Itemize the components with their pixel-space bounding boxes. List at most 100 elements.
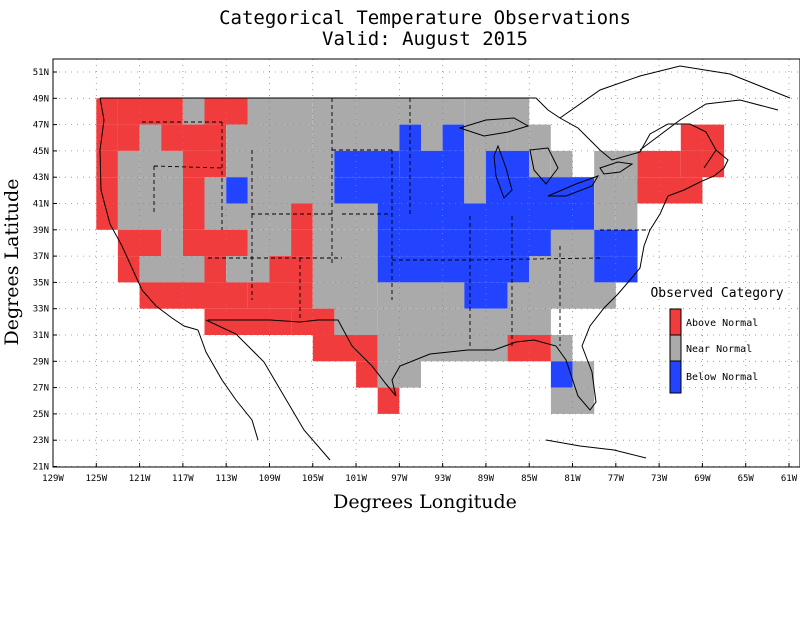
category-cell: [594, 150, 616, 178]
category-cell: [139, 150, 183, 178]
category-cell: [139, 282, 248, 309]
category-cell: [356, 282, 378, 309]
state-borders: [142, 98, 650, 346]
category-cell: [117, 124, 140, 151]
category-cell: [485, 177, 595, 204]
canada-coastline: [559, 65, 791, 151]
category-cell: [334, 150, 400, 178]
category-cell: [182, 98, 205, 125]
category-cell: [96, 98, 118, 125]
x-tick-label: 65W: [738, 474, 755, 484]
category-cell: [312, 203, 357, 230]
category-cell: [117, 256, 140, 283]
category-cell: [442, 124, 465, 151]
category-cell: [247, 177, 335, 204]
category-cell: [356, 229, 378, 257]
category-cell: [356, 361, 378, 388]
category-cell: [334, 177, 465, 204]
lake-ontario: [599, 161, 634, 175]
category-cell: [399, 124, 421, 151]
category-cell: [182, 177, 205, 204]
gulf-and-east-coastline: [391, 195, 669, 411]
category-cell: [204, 124, 227, 151]
us-canada-border: [100, 97, 717, 169]
category-cell: [182, 150, 205, 178]
y-tick-label: 37N: [33, 252, 49, 262]
northeast-coastline: [667, 149, 729, 197]
category-cell: [377, 387, 400, 414]
legend-title: Observed Category: [650, 286, 783, 301]
category-cell: [594, 177, 638, 204]
x-tick-label: 125W: [85, 474, 107, 484]
category-cell: [550, 361, 573, 388]
category-cell: [399, 335, 508, 362]
x-tick-label: 97W: [391, 474, 408, 484]
category-cell: [291, 203, 313, 230]
category-cell: [247, 98, 313, 125]
category-cell: [204, 203, 270, 230]
chart-subtitle: Valid: August 2015: [322, 28, 528, 50]
legend-label-above: Above Normal: [686, 318, 758, 329]
category-cell: [312, 282, 357, 309]
category-cell: [464, 282, 508, 309]
mexico-west-coastline: [205, 319, 331, 461]
y-tick-label: 39N: [33, 226, 49, 236]
category-cell: [399, 150, 465, 178]
category-cell: [96, 177, 118, 204]
category-cell: [204, 98, 248, 125]
y-tick-labels: 51N 49N 47N 45N 43N 41N 39N 37N 35N 33N 31N 29N 27N 2…: [33, 68, 57, 473]
category-cell: [291, 229, 313, 257]
x-tick-label: 81W: [564, 474, 581, 484]
category-cell: [507, 124, 530, 151]
category-cell: [269, 203, 292, 230]
baja-coastline: [197, 329, 259, 441]
y-tick-label: 45N: [33, 147, 49, 157]
category-cell: [226, 150, 335, 178]
y-tick-label: 33N: [33, 305, 49, 315]
legend-swatch-above: [669, 308, 682, 336]
category-cell: [161, 229, 183, 257]
category-cell: [377, 229, 551, 257]
category-cell: [507, 282, 616, 309]
x-tick-label: 113W: [215, 474, 237, 484]
category-cell: [96, 150, 118, 178]
category-cell: [377, 282, 465, 309]
x-tick-labels: 129W 125W 121W 117W 113W 109W 105W 101W 97W 93W 89…: [42, 463, 798, 484]
legend: Observed Category Above Normal Near Norm…: [650, 286, 784, 394]
x-tick-label: 101W: [345, 474, 367, 484]
category-cell: [204, 150, 227, 178]
category-cell: [637, 177, 703, 204]
lake-michigan: [493, 144, 513, 199]
category-cell: [117, 203, 183, 230]
x-tick-label: 73W: [651, 474, 668, 484]
category-cell: [226, 177, 248, 204]
map-frame: [52, 58, 800, 468]
category-cell: [117, 98, 183, 125]
category-cell: [464, 177, 486, 204]
category-cell: [204, 308, 292, 335]
category-cell: [399, 98, 465, 125]
x-tick-label: 89W: [478, 474, 495, 484]
category-cell: [464, 150, 486, 178]
x-tick-label: 85W: [521, 474, 538, 484]
category-cell: [356, 98, 400, 125]
category-cell: [377, 335, 400, 362]
category-cell: [96, 124, 118, 151]
x-tick-label: 105W: [302, 474, 324, 484]
y-tick-label: 47N: [33, 121, 49, 131]
category-cell: [377, 256, 530, 283]
lake-erie: [547, 175, 600, 197]
category-cell: [117, 177, 140, 204]
x-tick-label: 117W: [172, 474, 194, 484]
category-cell: [550, 335, 573, 362]
category-cell: [139, 256, 205, 283]
y-tick-label: 21N: [33, 463, 49, 473]
legend-label-below: Below Normal: [686, 372, 758, 383]
category-cell: [615, 203, 638, 230]
y-tick-label: 51N: [33, 68, 49, 78]
category-cell: [334, 308, 378, 335]
category-cell: [421, 124, 443, 151]
x-tick-label: 77W: [608, 474, 625, 484]
category-cell: [507, 335, 551, 362]
